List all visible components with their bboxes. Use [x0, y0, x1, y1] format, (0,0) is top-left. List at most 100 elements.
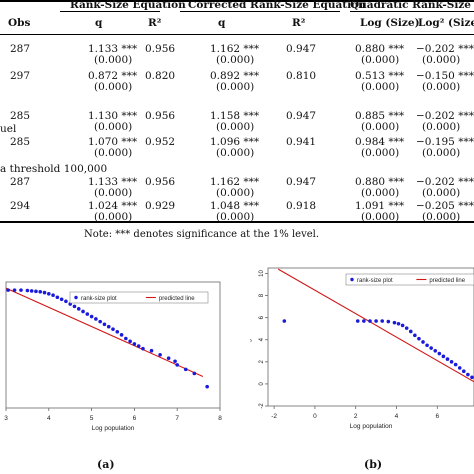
rank-size-point [392, 320, 397, 325]
table-cell-ls2: −0.202 *** [416, 43, 474, 55]
rank-size-point [102, 322, 107, 327]
table-cell-se2: (0.000) [216, 121, 255, 133]
x-tick-label: 6 [133, 415, 137, 422]
table-cell-se4: (0.000) [422, 211, 461, 223]
rank-size-point [368, 319, 372, 323]
table-cell-ls: 0.880 *** [355, 43, 405, 55]
table-cell-se1: (0.000) [94, 187, 133, 199]
table-cell-se3: (0.000) [361, 121, 400, 133]
x-tick-label: 6 [435, 413, 439, 420]
panel-label-a: (a) [97, 458, 115, 471]
rank-size-point [355, 319, 360, 323]
legend-box [69, 291, 209, 304]
x-axis-label: Log population [92, 425, 135, 432]
rank-size-point [119, 333, 124, 337]
table-bottom-rule [0, 221, 474, 223]
rank-size-point [449, 360, 454, 364]
col-header-r2: R² [292, 17, 306, 29]
rank-size-point [192, 371, 197, 376]
table-cell-se3: (0.000) [361, 81, 400, 93]
legend-label-points: rank-size plot [357, 278, 393, 284]
table-cell-obs: 294 [10, 200, 31, 212]
rank-size-point [12, 288, 17, 292]
rank-size-point [400, 323, 405, 328]
table-cell-se2: (0.000) [216, 54, 255, 66]
rank-size-point [136, 344, 141, 348]
x-tick-label: 8 [218, 415, 222, 422]
table-cell-q1: 1.070 *** [88, 136, 138, 148]
table-cell-se2: (0.000) [216, 147, 255, 159]
rank-size-point [445, 357, 450, 361]
rank-size-point [55, 295, 60, 300]
table-cell-q2: 1.158 *** [210, 110, 260, 122]
chart-a-rank-size: 3 4 5 6 7 8 Log population rank-size plot predic… [4, 281, 222, 432]
rank-size-point [282, 319, 287, 323]
y-tick-label: -2 [259, 403, 265, 409]
group-header-rank-size: Rank-Size Equation [70, 0, 186, 11]
legend-box [345, 273, 474, 286]
rank-size-point [59, 297, 64, 302]
rank-size-point [433, 349, 438, 353]
rank-size-point [205, 384, 209, 389]
y-tick-label: 4 [259, 337, 265, 341]
table-cell-ls2: −0.195 *** [416, 136, 474, 148]
table-cell-se1: (0.000) [94, 54, 133, 66]
rank-size-point [421, 340, 425, 344]
rank-size-point [6, 288, 10, 292]
table-cell-q1: 0.872 *** [88, 70, 138, 82]
table-cell-q2: 1.048 *** [210, 200, 260, 212]
table-cell-ls: 0.513 *** [355, 70, 405, 82]
table-cell-r2: 0.947 [286, 176, 317, 188]
rank-size-point [141, 346, 145, 351]
rank-size-point [417, 336, 421, 341]
table-cell-r2: 0.810 [286, 70, 317, 82]
table-cell-r1: 0.929 [145, 200, 176, 212]
rank-size-point [98, 319, 102, 324]
rank-size-point [408, 329, 413, 334]
table-cell-se3: (0.000) [361, 187, 400, 199]
rank-size-point [429, 346, 433, 350]
x-tick-label: 5 [90, 415, 94, 422]
rank-size-point [362, 319, 366, 323]
rank-size-point [42, 290, 47, 295]
predicted-line [6, 287, 204, 378]
table-cell-obs: 287 [10, 176, 31, 188]
col-header-r1: R² [148, 17, 162, 29]
col-header-q1: q [95, 17, 103, 29]
table-cell-se2: (0.000) [216, 211, 255, 223]
table-cell-r2: 0.947 [286, 110, 317, 122]
x-tick-label: 7 [175, 415, 179, 422]
group-underline-3 [350, 11, 474, 12]
table-cell-q2: 1.162 *** [210, 43, 260, 55]
col-header-obs: Obs [8, 17, 31, 29]
rank-size-point [437, 351, 442, 356]
table-cell-r1: 0.820 [145, 70, 176, 82]
rank-size-point [457, 366, 462, 370]
table-cell-ls: 0.984 *** [355, 136, 405, 148]
table-cell-se1: (0.000) [94, 121, 133, 133]
x-tick-label: 0 [313, 413, 317, 420]
chart-b-rank-size: -2 0 2 4 6 -2 0 2 4 6 8 10 Log population Log rank ran… [250, 267, 474, 430]
group-header-corrected: Corrected Rank-Size Equation [188, 0, 366, 11]
rank-size-point [19, 288, 23, 292]
rank-size-point [380, 319, 385, 323]
rank-size-point [106, 324, 111, 329]
rank-size-point [149, 348, 154, 353]
rank-size-point [175, 363, 179, 367]
col-header-logsize: Log (Size) [360, 17, 420, 29]
table-cell-se4: (0.000) [422, 187, 461, 199]
table-cell-ls2: −0.202 *** [416, 176, 474, 188]
rank-size-point [462, 369, 466, 374]
rank-size-point [89, 314, 94, 319]
rank-size-point [166, 356, 171, 361]
table-cell-r1: 0.952 [145, 136, 176, 148]
rank-size-point [47, 291, 51, 296]
legend-label-line: predicted line [429, 278, 465, 284]
predicted-line [277, 268, 474, 383]
table-cell-obs: 287 [10, 43, 31, 55]
rank-size-point [51, 293, 55, 298]
header-bottom-rule [0, 34, 474, 35]
table-cell-r2: 0.941 [286, 136, 317, 148]
rank-size-point [124, 336, 128, 341]
rank-size-point [38, 289, 43, 294]
